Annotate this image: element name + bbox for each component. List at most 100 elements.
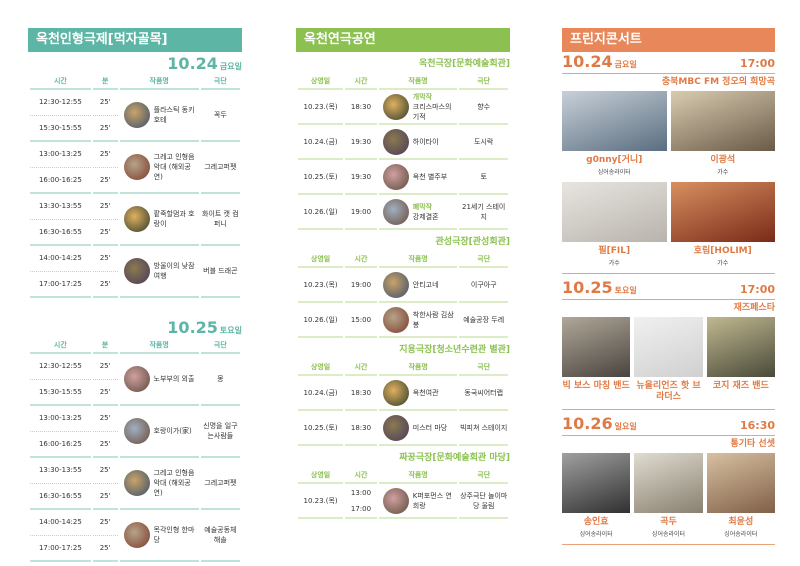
weekday: 토요일 (614, 286, 637, 295)
artist-photo (670, 182, 775, 242)
column-header: 극단 (200, 74, 240, 90)
time: 15:30-15:55 (30, 115, 91, 140)
table-row: 12:30-12:55 15:30-15:55 25' 25' 플라스틱 동키호테 … (30, 90, 240, 142)
date: 10.26 (562, 414, 613, 433)
troupe: 빅피쳐 스테이지 (460, 423, 508, 432)
column-header: 상영일 (298, 360, 344, 376)
duration: 25' (99, 518, 111, 526)
section-title: 옥천인형극제[먹자골목] (28, 28, 242, 52)
table-row: 13:00-13:25 16:00-16:25 25' 25' 호랑이가(家) 신명… (30, 406, 240, 458)
time: 16:30-16:55 (30, 483, 91, 508)
artist-role: 싱어송라이터 (651, 531, 686, 538)
artist-card: 호림[HOLIM] 가수 (670, 182, 775, 267)
troupe: 신명을 일구는사람들 (203, 422, 238, 440)
column-header: 시간 (345, 74, 377, 90)
duration: 25' (92, 431, 118, 456)
duration: 25' (99, 414, 111, 422)
schedule-table: 상영일 시간 작품명 극단 10.23.(목) 13:00 17:00 K퍼포먼스 연희… (296, 468, 510, 519)
schedule-table: 시간 분 작품명 극단 12:30-12:55 15:30-15:55 25' 25' 플… (28, 74, 242, 298)
venue-title: 지용극장[청소년수련관 별관] (399, 345, 510, 355)
artist-role: 가수 (717, 169, 729, 176)
divider (562, 544, 775, 545)
venue-title: 짜꿍극장[문화예술회관 마당] (399, 453, 510, 463)
work-title: 착한사람 김삼봉 (412, 310, 454, 329)
venue-title: 옥천극장[문화예술회관] (418, 59, 510, 69)
time: 15:30-15:55 (30, 379, 91, 404)
schedule-table: 상영일 시간 작품명 극단 10.24.(금) 18:30 옥천여관 동국씨어터랩 1… (296, 360, 510, 446)
table-row: 10.25.(토) 19:30 옥천 별주부 토 (298, 160, 508, 195)
schedule-table: 상영일 시간 작품명 극단 10.23.(목) 18:30 개막작 크리스마스의 기적 … (296, 74, 510, 230)
column-header: 극단 (459, 252, 508, 268)
artist-photo (634, 453, 703, 513)
table-row: 14:00-14:25 17:00-17:25 25' 25' 목각인형 한마당 예… (30, 510, 240, 562)
time: 16:00-16:25 (30, 431, 91, 456)
troupe: 예술공장 두레 (463, 315, 505, 324)
troupe: 그레고퍼펫 (204, 163, 237, 171)
venue-title: 관성극장[관성회관] (435, 237, 510, 247)
troupe: 그레고퍼펫 (204, 479, 237, 487)
column-header: 상영일 (298, 74, 344, 90)
time: 16:30-16:55 (30, 219, 91, 244)
troupe: 21세기 스테이지 (462, 202, 506, 221)
weekday: 금요일 (219, 62, 242, 71)
troupe: 도시락 (474, 137, 494, 146)
work-title: 옥천 별주부 (412, 172, 448, 181)
performance-photo (382, 414, 409, 441)
day-heading: 10.25 토요일 17:00 (562, 278, 775, 300)
section-title: 프린지콘서트 (562, 28, 775, 52)
column-header: 극단 (459, 74, 508, 90)
time: 13:00-13:25 (38, 414, 82, 422)
column-header: 극단 (459, 468, 508, 484)
artist-card: 최윤성 싱어송라이터 (706, 453, 775, 538)
troupe: 동국씨어터랩 (464, 388, 504, 397)
time: 18:30 (350, 423, 372, 432)
artist-name: 코지 재즈 밴드 (712, 381, 769, 391)
schedule-table: 시간 분 작품명 극단 12:30-12:55 15:30-15:55 25' 25' 노… (28, 338, 242, 562)
day-heading: 10.24 금요일 (28, 52, 242, 74)
weekday: 토요일 (219, 326, 242, 335)
performance-photo (123, 102, 150, 128)
artist-photo (562, 453, 631, 513)
time: 14:00-14:25 (38, 254, 82, 262)
program-title: 통기타 선셋 (730, 439, 775, 449)
date: 10.26.(일) (303, 315, 338, 324)
work-title: 호랑이가(家) (153, 427, 192, 435)
performance-photo (123, 154, 150, 180)
date: 10.24.(금) (303, 388, 338, 397)
work-title: K퍼포먼스 연희랑 (412, 491, 452, 510)
artist-name: 빅 보스 마칭 밴드 (562, 381, 630, 391)
date: 10.25 (562, 278, 613, 297)
troupe: 몽 (217, 375, 224, 383)
time: 13:00 (350, 488, 372, 497)
time: 12:30-12:55 (38, 98, 82, 106)
artist-card: 코지 재즈 밴드 (706, 317, 775, 403)
table-row: 10.23.(목) 19:00 안티고네 이구아구 (298, 268, 508, 303)
artist-card: 필[FIL] 가수 (562, 182, 667, 267)
artist-photo (706, 453, 775, 513)
time: 14:00-14:25 (38, 518, 82, 526)
work-title: 팥죽할멈과 호랑이 (153, 210, 195, 228)
work-title: 강제결혼 (412, 212, 439, 221)
column-header: 분 (92, 338, 118, 354)
troupe: 버블 드래곤 (203, 267, 238, 275)
table-row: 10.23.(목) 18:30 개막작 크리스마스의 기적 향수 (298, 90, 508, 125)
artist-card: 이광석 가수 (670, 91, 775, 176)
work-title: 방울이의 낮잠여행 (153, 262, 195, 280)
time: 18:30 (350, 388, 372, 397)
column-header: 시간 (30, 74, 91, 90)
duration: 25' (99, 362, 111, 370)
artist-card: 뉴올리언즈 핫 브라더스 (634, 317, 703, 403)
table-row: 10.23.(목) 13:00 17:00 K퍼포먼스 연희랑 상주극단 놀이마당… (298, 484, 508, 519)
theater-column: 옥천연극공연 옥천극장[문화예술회관] 상영일 시간 작품명 극단 10.23.(목) 1… (296, 28, 510, 519)
column-header: 분 (92, 74, 118, 90)
performance-photo (123, 470, 150, 496)
duration: 25' (92, 535, 118, 560)
divider (562, 273, 775, 274)
table-row: 13:00-13:25 16:00-16:25 25' 25' 그레고 인형음악대 … (30, 142, 240, 194)
artist-name: 곡두 (660, 517, 677, 527)
column-header: 상영일 (298, 252, 344, 268)
day-heading: 10.25 토요일 (28, 316, 242, 338)
work-title: 크리스마스의 기적 (412, 102, 452, 121)
artist-role: 싱어송라이터 (724, 531, 758, 538)
duration: 25' (92, 379, 118, 404)
